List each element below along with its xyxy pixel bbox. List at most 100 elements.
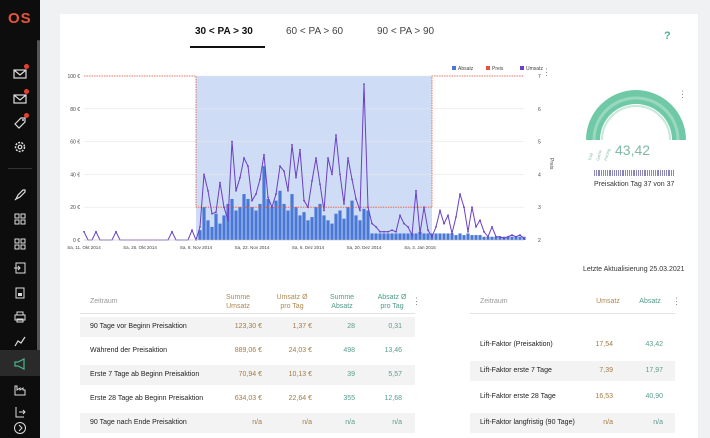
table-menu-icon[interactable]: ⋮ bbox=[672, 296, 681, 306]
printer-icon[interactable] bbox=[12, 309, 28, 325]
progress-segment bbox=[620, 170, 622, 176]
column-header: Umsatz Ø pro Tag bbox=[276, 294, 308, 310]
chart-svg: 0 € 20 € 40 € 60 € 80 € 100 € 2 3 4 5 6 7 Preis Sa, 1… bbox=[67, 66, 554, 250]
absatz-bar bbox=[450, 233, 454, 240]
gauge-inner-arc bbox=[592, 96, 680, 141]
absatz-bar bbox=[382, 233, 386, 240]
umsatz-point bbox=[487, 235, 489, 238]
umsatz-point bbox=[447, 214, 449, 217]
x-tick-label: Sa, 6. Dez 2014 bbox=[292, 245, 325, 250]
absatz-bar bbox=[206, 220, 210, 240]
app-logo[interactable]: OS bbox=[8, 10, 32, 27]
tab-90[interactable]: 90 < PA > 90 bbox=[377, 26, 435, 37]
progress-segment bbox=[642, 170, 644, 176]
x-tick-label: Sa, 11. Okt 2014 bbox=[67, 245, 101, 250]
table-cell: 28 bbox=[347, 323, 355, 330]
promo-day-text: Preisaktion Tag 37 von 37 bbox=[594, 181, 675, 188]
table-row: Lift-Faktor (Preisaktion) 17,54 43,42 bbox=[470, 335, 675, 355]
chart-menu-icon[interactable]: ⋮ bbox=[542, 67, 551, 77]
progress-segment bbox=[668, 170, 670, 176]
absatz-bar bbox=[266, 199, 270, 240]
umsatz-point bbox=[515, 235, 517, 238]
factory-icon[interactable] bbox=[12, 382, 28, 398]
table-cell: 13,46 bbox=[384, 347, 402, 354]
mail-icon[interactable] bbox=[12, 64, 29, 82]
umsatz-point bbox=[247, 165, 249, 168]
absatz-bar bbox=[390, 233, 394, 240]
x-tick-label: Sa, 22. Nov 2014 bbox=[235, 245, 270, 250]
settings-icon[interactable] bbox=[12, 139, 28, 155]
absatz-bar bbox=[234, 210, 238, 240]
table-cell: 7,39 bbox=[599, 367, 613, 374]
umsatz-point bbox=[335, 134, 337, 136]
umsatz-point bbox=[211, 212, 213, 215]
table-cell: 70,94 € bbox=[238, 371, 262, 378]
chart-icon[interactable] bbox=[12, 333, 28, 349]
absatz-bar bbox=[474, 235, 478, 240]
absatz-bar bbox=[486, 236, 490, 240]
umsatz-point bbox=[255, 193, 257, 195]
umsatz-point bbox=[275, 193, 277, 195]
megaphone-icon[interactable] bbox=[12, 356, 28, 372]
progress-segment bbox=[629, 170, 631, 176]
progress-segment bbox=[594, 170, 596, 176]
arrow-icon[interactable] bbox=[12, 420, 28, 436]
umsatz-point bbox=[387, 230, 389, 233]
y-tick-label: 80 € bbox=[70, 107, 80, 113]
tab-60[interactable]: 60 < PA > 60 bbox=[286, 26, 344, 37]
sidebar: OS bbox=[0, 0, 40, 438]
progress-segment bbox=[657, 170, 659, 176]
umsatz-point bbox=[243, 157, 245, 159]
table-row: Lift-Faktor erste 7 Tage 7,39 17,97 bbox=[470, 361, 675, 381]
document-icon[interactable] bbox=[12, 285, 28, 301]
absatz-bar bbox=[414, 233, 418, 240]
progress-segment bbox=[637, 170, 639, 176]
rocket-icon[interactable] bbox=[12, 187, 28, 203]
help-icon[interactable]: ? bbox=[664, 30, 671, 42]
absatz-bar bbox=[378, 233, 382, 240]
table-row: Erste 28 Tage ab Beginn Preisaktion 634,0… bbox=[80, 389, 415, 409]
legend-swatch bbox=[486, 66, 490, 70]
gauge-menu-icon[interactable]: ⋮ bbox=[678, 89, 687, 99]
tag-icon[interactable] bbox=[12, 113, 29, 131]
umsatz-point bbox=[391, 229, 393, 232]
progress-segment bbox=[653, 170, 655, 176]
tab-30[interactable]: 30 < PA > 30 bbox=[195, 26, 253, 37]
table-cell: n/a bbox=[252, 419, 262, 426]
umsatz-point bbox=[271, 206, 273, 209]
umsatz-point bbox=[235, 189, 237, 192]
mail-icon[interactable] bbox=[12, 89, 29, 107]
absatz-bar bbox=[238, 207, 242, 240]
sidebar-scrollbar[interactable] bbox=[37, 40, 40, 360]
import-icon[interactable] bbox=[12, 260, 28, 276]
grid-icon[interactable] bbox=[12, 236, 28, 252]
absatz-bar bbox=[490, 236, 494, 240]
umsatz-point bbox=[223, 206, 225, 209]
absatz-bar bbox=[470, 235, 474, 240]
progress-segment bbox=[646, 170, 648, 176]
absatz-bar bbox=[258, 203, 262, 240]
umsatz-point bbox=[431, 235, 433, 238]
column-header: Absatz bbox=[639, 298, 661, 305]
active-tab-underline bbox=[190, 46, 265, 48]
progress-segment bbox=[596, 170, 598, 176]
absatz-bar bbox=[510, 236, 514, 240]
absatz-bar bbox=[410, 233, 414, 240]
absatz-bar bbox=[274, 200, 278, 240]
absatz-bar bbox=[462, 235, 466, 240]
table-menu-icon[interactable]: ⋮ bbox=[412, 296, 421, 306]
gauge-inner-arc bbox=[601, 105, 671, 141]
grid-icon[interactable] bbox=[12, 211, 28, 227]
progress-segment bbox=[611, 170, 613, 176]
absatz-bar bbox=[366, 210, 370, 240]
export-icon[interactable] bbox=[12, 404, 28, 420]
progress-segment bbox=[666, 170, 668, 176]
sales-chart: 0 € 20 € 40 € 60 € 80 € 100 € 2 3 4 5 6 7 Preis Sa, 1… bbox=[64, 60, 554, 268]
row-label: Lift-Faktor langfristig (90 Tage) bbox=[480, 419, 575, 426]
umsatz-point bbox=[291, 143, 293, 146]
absatz-bar bbox=[242, 194, 246, 240]
progress-segment bbox=[644, 170, 646, 176]
umsatz-point bbox=[191, 229, 193, 232]
umsatz-point bbox=[219, 181, 221, 184]
umsatz-point bbox=[459, 193, 461, 195]
